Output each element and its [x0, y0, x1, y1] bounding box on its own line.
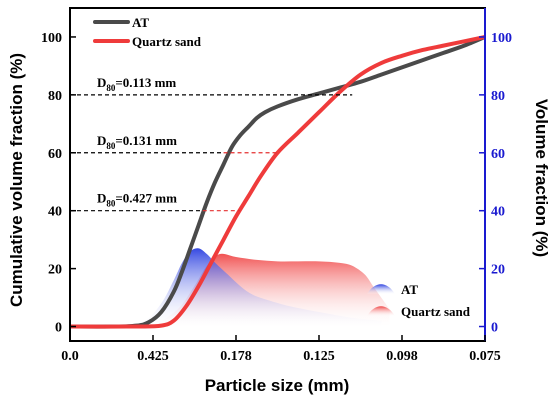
legend-label: AT — [132, 15, 149, 30]
x-tick-label: 0.125 — [303, 349, 335, 364]
plot-area — [70, 34, 485, 329]
cumulative-line-at — [70, 34, 485, 329]
d80-label-0: D80=0.113 mm — [97, 75, 176, 93]
legend-label: Quartz sand — [132, 34, 202, 49]
y-right-tick-label: 100 — [491, 31, 512, 46]
axes-ticks: 0 20 40 60 80 100 0 20 40 60 80 100 0.0 0.425 0.178 0.1… — [41, 31, 512, 364]
legend-label: AT — [401, 282, 418, 297]
y-right-tick-label: 80 — [491, 89, 505, 104]
legend-label: Quartz sand — [401, 304, 471, 319]
x-axis-title: Particle size (mm) — [205, 376, 350, 395]
y-left-tick-label: 0 — [55, 321, 62, 336]
y-right-tick-label: 0 — [491, 321, 498, 336]
y-left-tick-label: 60 — [48, 147, 62, 162]
legend-area-swatch-quartz-sand — [367, 306, 395, 316]
y-left-tick-label: 20 — [48, 263, 62, 278]
y-axis-right-title: Volume fraction (%) — [532, 99, 550, 257]
y-left-tick-label: 100 — [41, 31, 62, 46]
y-left-tick-label: 80 — [48, 89, 62, 104]
d80-label-2: D80=0.427 mm — [97, 191, 177, 209]
legend-area-swatch-at — [367, 284, 395, 294]
y-axis-left-title: Cumulative volume fraction (%) — [7, 53, 26, 307]
d80-label-1: D80=0.131 mm — [97, 133, 177, 151]
y-right-tick-label: 40 — [491, 205, 505, 220]
cumulative-line-quartz-sand — [70, 34, 485, 329]
x-tick-label: 0.0 — [61, 349, 79, 364]
x-tick-label: 0.425 — [137, 349, 169, 364]
y-right-tick-label: 60 — [491, 147, 505, 162]
legend-bottom: AT Quartz sand — [367, 282, 471, 319]
y-right-tick-label: 20 — [491, 263, 505, 278]
x-tick-label: 0.178 — [220, 349, 252, 364]
x-tick-label: 0.098 — [386, 349, 418, 364]
y-left-tick-label: 40 — [48, 205, 62, 220]
annotations: D80=0.113 mm D80=0.131 mm D80=0.427 mm — [70, 75, 353, 212]
legend-top: AT Quartz sand — [93, 15, 202, 49]
x-tick-label: 0.075 — [469, 349, 501, 364]
